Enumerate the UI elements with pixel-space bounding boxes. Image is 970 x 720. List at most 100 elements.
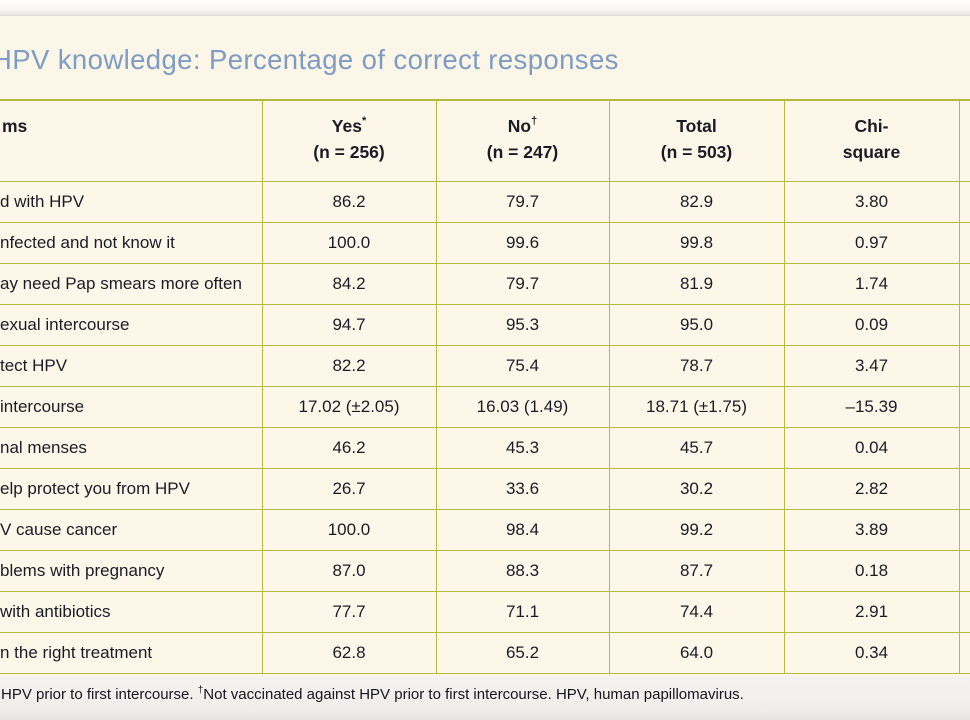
row-item-label: nfected and not know it <box>0 221 263 264</box>
chi-value-cell: 0.09 <box>783 303 960 346</box>
items-column-header: ms <box>0 99 263 182</box>
row-item-label: tect HPV <box>0 344 263 387</box>
total-column-header: Total (n = 503) <box>608 99 785 182</box>
chi-value-cell: 2.91 <box>783 590 960 633</box>
footnote-dagger: † <box>197 685 204 696</box>
page-top-edge <box>0 0 970 16</box>
clipped-cell <box>958 180 970 223</box>
total-value-cell: 99.8 <box>608 221 785 264</box>
table-row: nal menses 46.2 45.3 45.7 0.04 <box>0 426 970 469</box>
yes-value-cell: 17.02 (±2.05) <box>261 385 437 428</box>
row-item-label: blems with pregnancy <box>0 549 263 592</box>
clipped-cell <box>958 426 970 469</box>
no-value-cell: 88.3 <box>435 549 610 592</box>
row-item-label: n the right treatment <box>0 631 263 674</box>
yes-value-cell: 62.8 <box>261 631 437 674</box>
clipped-cell <box>958 303 970 346</box>
chi-value-cell: 0.04 <box>783 426 960 469</box>
no-value-cell: 33.6 <box>435 467 610 510</box>
no-value-cell: 95.3 <box>435 303 610 346</box>
total-value-cell: 95.0 <box>608 303 785 346</box>
table-title: HPV knowledge: Percentage of correct res… <box>0 44 619 75</box>
clipped-column-header <box>958 99 970 182</box>
chi-value-cell: 3.80 <box>783 180 960 223</box>
table-row: nfected and not know it 100.0 99.6 99.8 … <box>0 221 970 264</box>
yes-value-cell: 82.2 <box>261 344 437 387</box>
yes-value-cell: 84.2 <box>261 262 437 305</box>
chi-value-cell: 3.47 <box>783 344 960 387</box>
total-value-cell: 82.9 <box>608 180 785 223</box>
no-value-cell: 45.3 <box>435 426 610 469</box>
total-value-cell: 87.7 <box>608 549 785 592</box>
no-value-cell: 79.7 <box>435 262 610 305</box>
table-row: d with HPV 86.2 79.7 82.9 3.80 <box>0 180 970 223</box>
asterisk-marker: * <box>361 115 367 128</box>
chi-value-cell: –15.39 <box>783 385 960 428</box>
clipped-cell <box>958 549 970 592</box>
clipped-cell <box>958 590 970 633</box>
yes-column-header: Yes* (n = 256) <box>261 99 437 182</box>
clipped-cell <box>958 344 970 387</box>
footnote: HPV prior to first intercourse. †Not vac… <box>0 676 970 705</box>
table-header-row: ms Yes* (n = 256) No† (n = 247) Total (n = … <box>0 99 970 182</box>
table-row: n the right treatment 62.8 65.2 64.0 0.3… <box>0 631 970 674</box>
row-item-label: d with HPV <box>0 180 263 223</box>
row-item-label: nal menses <box>0 426 263 469</box>
no-value-cell: 79.7 <box>435 180 610 223</box>
row-item-label: V cause cancer <box>0 508 263 551</box>
yes-value-cell: 100.0 <box>261 221 437 264</box>
no-value-cell: 99.6 <box>435 221 610 264</box>
chi-value-cell: 0.18 <box>783 549 960 592</box>
chi-value-cell: 2.82 <box>783 467 960 510</box>
no-value-cell: 71.1 <box>435 590 610 633</box>
table-row: ay need Pap smears more often 84.2 79.7 … <box>0 262 970 305</box>
hpv-knowledge-table: ms Yes* (n = 256) No† (n = 247) Total (n = … <box>0 99 970 674</box>
footnote-text-2: Not vaccinated against HPV prior to firs… <box>203 686 744 703</box>
yes-value-cell: 94.7 <box>261 303 437 346</box>
table-row: intercourse 17.02 (±2.05) 16.03 (1.49) 1… <box>0 385 970 428</box>
clipped-cell <box>958 385 970 428</box>
row-item-label: intercourse <box>0 385 263 428</box>
clipped-cell <box>958 467 970 510</box>
table-row: elp protect you from HPV 26.7 33.6 30.2 … <box>0 467 970 510</box>
clipped-cell <box>958 631 970 674</box>
total-value-cell: 99.2 <box>608 508 785 551</box>
clipped-cell <box>958 262 970 305</box>
table-row: tect HPV 82.2 75.4 78.7 3.47 <box>0 344 970 387</box>
table-row: V cause cancer 100.0 98.4 99.2 3.89 <box>0 508 970 551</box>
row-item-label: exual intercourse <box>0 303 263 346</box>
row-item-label: with antibiotics <box>0 590 263 633</box>
total-value-cell: 18.71 (±1.75) <box>608 385 785 428</box>
chi-value-cell: 1.74 <box>783 262 960 305</box>
yes-value-cell: 26.7 <box>261 467 437 510</box>
clipped-cell <box>958 221 970 264</box>
yes-value-cell: 100.0 <box>261 508 437 551</box>
chi-value-cell: 0.97 <box>783 221 960 264</box>
yes-value-cell: 46.2 <box>261 426 437 469</box>
chi-value-cell: 3.89 <box>783 508 960 551</box>
clipped-cell <box>958 508 970 551</box>
no-value-cell: 16.03 (1.49) <box>435 385 610 428</box>
no-value-cell: 98.4 <box>435 508 610 551</box>
no-column-header: No† (n = 247) <box>435 99 610 182</box>
table-row: blems with pregnancy 87.0 88.3 87.7 0.18 <box>0 549 970 592</box>
table-row: with antibiotics 77.7 71.1 74.4 2.91 <box>0 590 970 633</box>
yes-value-cell: 87.0 <box>261 549 437 592</box>
total-value-cell: 78.7 <box>608 344 785 387</box>
no-value-cell: 65.2 <box>435 631 610 674</box>
footnote-text-1: HPV prior to first intercourse. <box>1 686 198 703</box>
table-row: exual intercourse 94.7 95.3 95.0 0.09 <box>0 303 970 346</box>
yes-value-cell: 86.2 <box>261 180 437 223</box>
chi-square-column-header: Chi-square <box>783 99 960 182</box>
total-value-cell: 45.7 <box>608 426 785 469</box>
total-value-cell: 64.0 <box>608 631 785 674</box>
total-value-cell: 74.4 <box>608 590 785 633</box>
footnote-strip: HPV prior to first intercourse. †Not vac… <box>0 676 970 720</box>
total-value-cell: 30.2 <box>608 467 785 510</box>
chi-value-cell: 0.34 <box>783 631 960 674</box>
total-value-cell: 81.9 <box>608 262 785 305</box>
row-item-label: elp protect you from HPV <box>0 467 263 510</box>
dagger-marker: † <box>531 115 538 128</box>
yes-value-cell: 77.7 <box>261 590 437 633</box>
no-value-cell: 75.4 <box>435 344 610 387</box>
